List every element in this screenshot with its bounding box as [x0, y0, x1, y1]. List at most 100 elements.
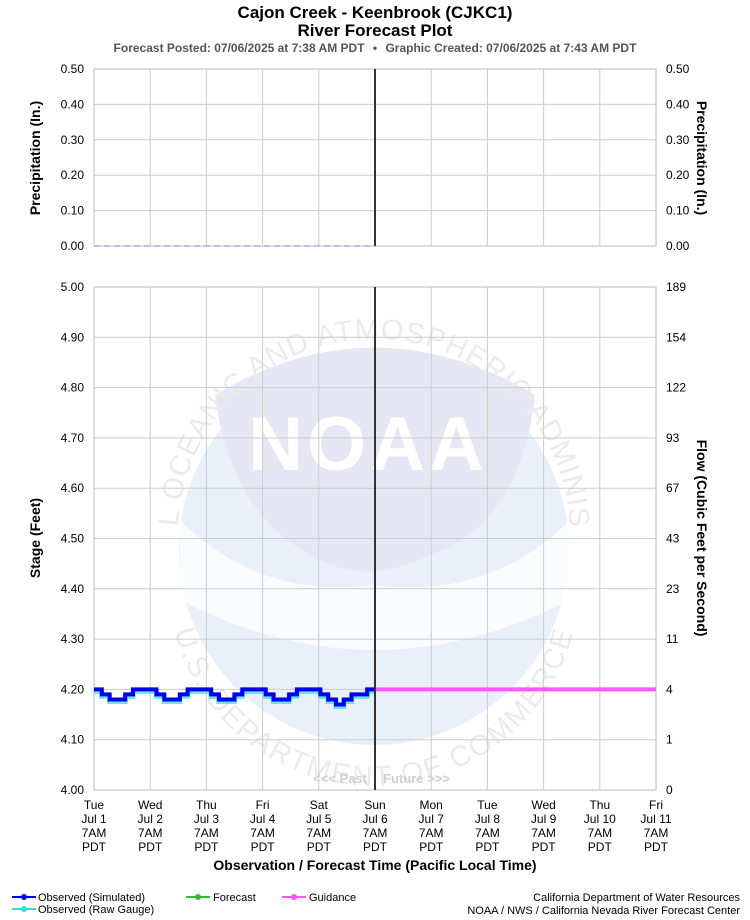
x-tick-label: Sat Jul 5 7AM PDT	[306, 798, 332, 854]
precip-y-ticks-right: 0.00 0.10 0.20 0.30 0.40 0.50	[666, 62, 690, 253]
observed-sim-series-line	[94, 687, 375, 707]
noaa-watermark: NOAA NATIONAL OCEANIC AND ATMOSPHERIC AD…	[0, 0, 594, 793]
stage-y-tick-label: 4.90	[61, 330, 85, 344]
credits-line-1: California Department of Water Resources	[533, 892, 740, 904]
x-tick-date: Jul 7	[419, 812, 445, 826]
precip-y2-tick-label: 0.50	[666, 62, 690, 76]
stage-y2-tick-label: 11	[666, 632, 679, 646]
x-tick-time: 7AM	[194, 826, 219, 840]
x-tick-day: Sun	[364, 798, 385, 812]
stage-y-tick-label: 4.50	[61, 532, 85, 546]
x-tick-label: Thu Jul 3 7AM PDT	[194, 798, 220, 854]
stage-y-tick-label: 4.60	[61, 481, 85, 495]
precip-y-ticks-left: 0.00 0.10 0.20 0.30 0.40 0.50	[61, 62, 85, 253]
legend-guidance-label: Guidance	[309, 892, 356, 904]
x-tick-label: Thu Jul 10 7AM PDT	[584, 798, 616, 854]
future-marker: Future >>>	[383, 771, 450, 786]
watermark-gull-white	[180, 520, 570, 650]
stage-y2-tick-label: 23	[666, 582, 680, 596]
x-tick-day: Mon	[420, 798, 443, 812]
legend-observed-raw-dot	[21, 906, 27, 912]
x-tick-tz: PDT	[588, 840, 613, 854]
legend-forecast-dot	[195, 894, 201, 900]
x-tick-time: 7AM	[363, 826, 388, 840]
x-tick-tz: PDT	[419, 840, 444, 854]
stage-y2-tick-label: 122	[666, 381, 686, 395]
stage-y2-tick-label: 154	[666, 330, 686, 344]
legend-observed-sim-label: Observed (Simulated)	[38, 892, 145, 904]
legend: Observed (Simulated) Observed (Raw Gauge…	[12, 892, 356, 916]
x-tick-label: Tue Jul 1 7AM PDT	[81, 798, 107, 854]
legend-observed-sim-dot	[21, 894, 27, 900]
x-tick-day: Thu	[196, 798, 217, 812]
x-tick-day: Tue	[84, 798, 105, 812]
x-tick-tz: PDT	[307, 840, 332, 854]
legend-guidance: Guidance	[282, 892, 356, 904]
legend-observed-sim: Observed (Simulated)	[12, 892, 145, 904]
x-tick-date: Jul 8	[475, 812, 501, 826]
x-tick-time: 7AM	[82, 826, 107, 840]
x-tick-date: Jul 4	[250, 812, 276, 826]
x-tick-label: Wed Jul 2 7AM PDT	[138, 798, 164, 854]
x-tick-time: 7AM	[138, 826, 163, 840]
legend-observed-raw: Observed (Raw Gauge)	[12, 904, 154, 916]
x-tick-day: Wed	[138, 798, 162, 812]
x-tick-time: 7AM	[587, 826, 612, 840]
x-tick-time: 7AM	[306, 826, 331, 840]
chart-title: Cajon Creek - Keenbrook (CJKC1)	[238, 3, 513, 22]
x-tick-tz: PDT	[363, 840, 388, 854]
stage-y-tick-label: 4.30	[61, 632, 85, 646]
stage-y2-tick-label: 189	[666, 280, 686, 294]
flow-y-ticks-right: 0 1 4 11 23 43 67 93 122 154 189	[666, 280, 686, 797]
x-tick-day: Thu	[589, 798, 610, 812]
precip-y2-tick-label: 0.40	[666, 97, 690, 111]
legend-guidance-dot	[291, 894, 297, 900]
precip-y-tick-label: 0.00	[61, 239, 85, 253]
precip-y-tick-label: 0.10	[61, 204, 85, 218]
x-tick-label: Sun Jul 6 7AM PDT	[362, 798, 388, 854]
precip-y-tick-label: 0.30	[61, 133, 85, 147]
x-tick-time: 7AM	[419, 826, 444, 840]
legend-observed-raw-label: Observed (Raw Gauge)	[38, 904, 154, 916]
x-tick-day: Tue	[477, 798, 498, 812]
x-tick-date: Jul 3	[194, 812, 220, 826]
credits-line-2: NOAA / NWS / California Nevada River For…	[467, 905, 740, 917]
x-tick-day: Wed	[531, 798, 555, 812]
stage-y-tick-label: 4.40	[61, 582, 85, 596]
flow-y-label: Flow (Cubic Feet per Second)	[694, 440, 710, 637]
precip-y2-tick-label: 0.00	[666, 239, 690, 253]
stage-panel: 4.00 4.10 4.20 4.30 4.40 4.50 4.60 4.70 4.80 4.90…	[27, 280, 710, 797]
x-tick-day: Fri	[649, 798, 663, 812]
stage-y-tick-label: 5.00	[61, 280, 85, 294]
x-tick-date: Jul 2	[138, 812, 164, 826]
precip-panel: 0.00 0.10 0.20 0.30 0.40 0.50 0.00 0.10 0.20 0.3…	[27, 62, 710, 253]
stage-y-tick-label: 4.00	[61, 783, 85, 797]
x-tick-label: Tue Jul 8 7AM PDT	[475, 798, 501, 854]
x-tick-date: Jul 5	[306, 812, 332, 826]
stage-y-tick-label: 4.80	[61, 381, 85, 395]
x-tick-date: Jul 10	[584, 812, 616, 826]
x-tick-date: Jul 9	[531, 812, 557, 826]
stage-y2-tick-label: 1	[666, 733, 673, 747]
stage-y2-tick-label: 93	[666, 431, 680, 445]
x-tick-label: Wed Jul 9 7AM PDT	[531, 798, 557, 854]
x-axis-label: Observation / Forecast Time (Pacific Loc…	[213, 857, 536, 873]
stage-y-label: Stage (Feet)	[27, 498, 43, 578]
precip-y-label-left: Precipitation (In.)	[27, 101, 43, 215]
precip-y2-tick-label: 0.10	[666, 204, 690, 218]
x-tick-time: 7AM	[475, 826, 500, 840]
stage-y2-tick-label: 4	[666, 682, 673, 696]
timestamp-separator: •	[373, 41, 377, 55]
stage-y2-tick-label: 43	[666, 532, 680, 546]
forecast-timestamps: Forecast Posted: 07/06/2025 at 7:38 AM P…	[114, 41, 638, 55]
stage-y2-tick-label: 67	[666, 481, 680, 495]
x-tick-date: Jul 6	[362, 812, 388, 826]
forecast-posted: Forecast Posted: 07/06/2025 at 7:38 AM P…	[114, 41, 366, 55]
graphic-created: Graphic Created: 07/06/2025 at 7:43 AM P…	[385, 41, 637, 55]
x-tick-day: Fri	[256, 798, 270, 812]
legend-forecast-label: Forecast	[213, 892, 256, 904]
x-tick-time: 7AM	[531, 826, 556, 840]
x-tick-tz: PDT	[138, 840, 163, 854]
